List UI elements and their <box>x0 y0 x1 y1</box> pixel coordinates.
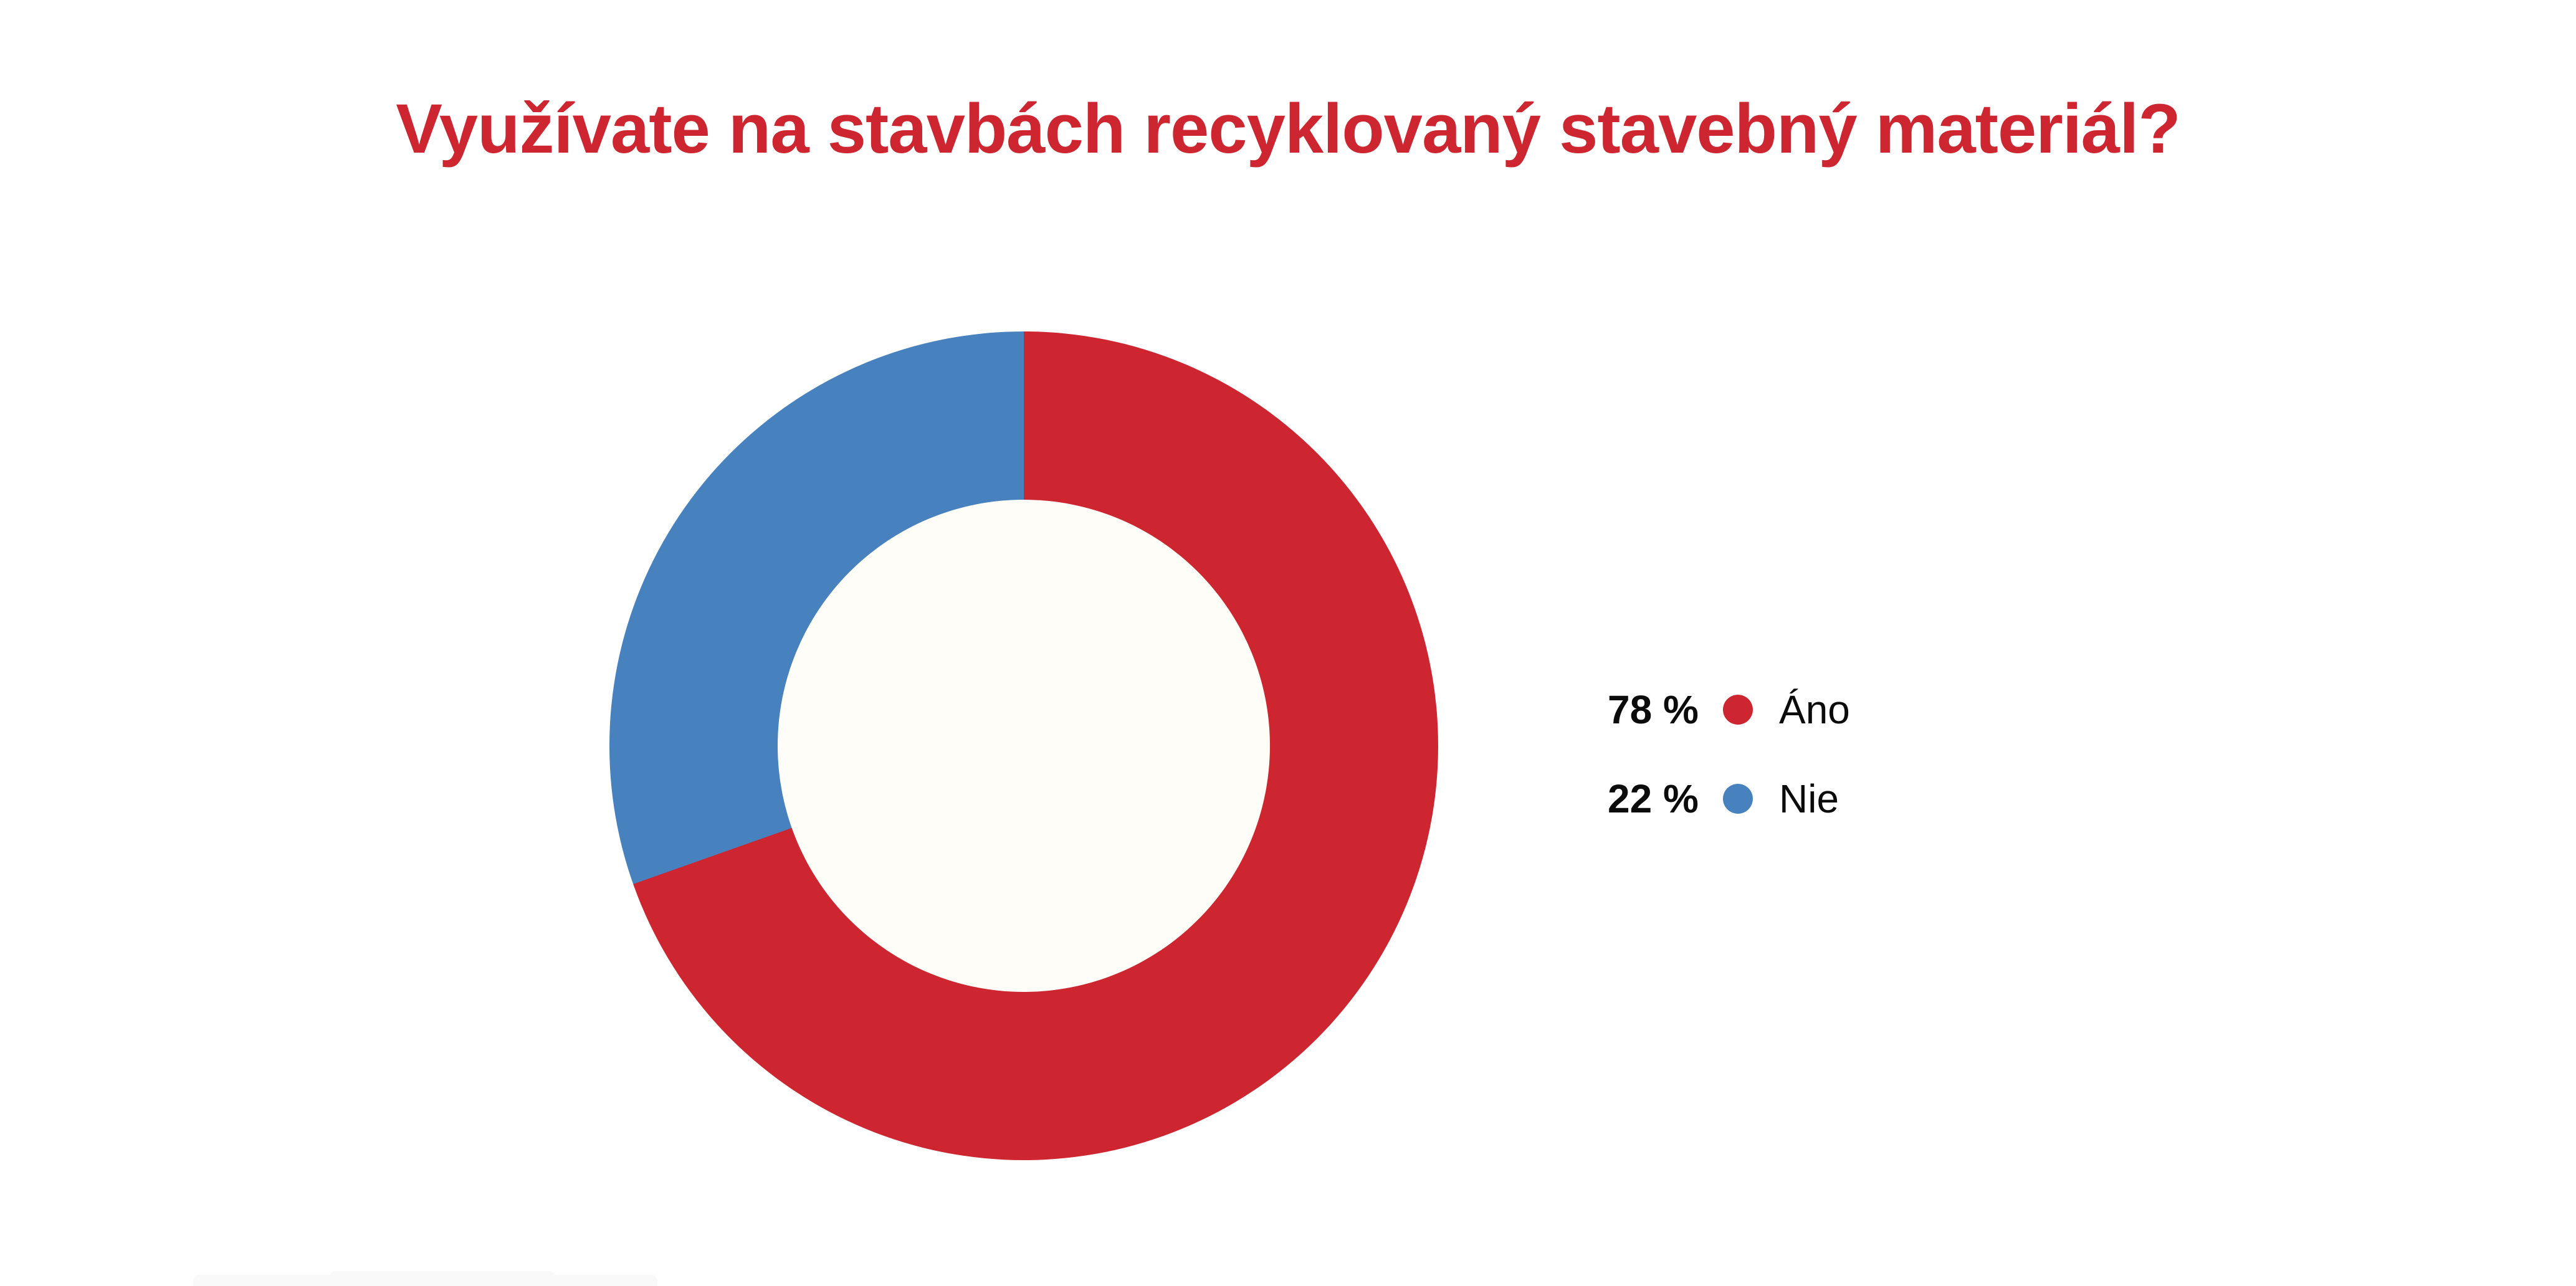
legend-item-nie: 22 % Nie <box>1608 771 1850 826</box>
cutoff-background-shape-bump <box>330 1271 555 1286</box>
legend-label-ano: Áno <box>1779 687 1850 732</box>
cutoff-background-shape <box>193 1271 657 1286</box>
legend-dot-ano-icon <box>1723 695 1753 725</box>
chart-title: Využívate na stavbách recyklovaný staveb… <box>396 90 2181 168</box>
donut-hole <box>777 499 1271 993</box>
donut-chart <box>609 331 1438 1160</box>
legend-item-ano: 78 % Áno <box>1608 682 1850 737</box>
legend-dot-nie-icon <box>1723 784 1753 814</box>
legend-value-ano: 78 % <box>1608 687 1699 732</box>
legend-value-nie: 22 % <box>1608 776 1699 821</box>
chart-legend: 78 % Áno 22 % Nie <box>1608 682 1850 826</box>
legend-label-nie: Nie <box>1779 776 1839 821</box>
